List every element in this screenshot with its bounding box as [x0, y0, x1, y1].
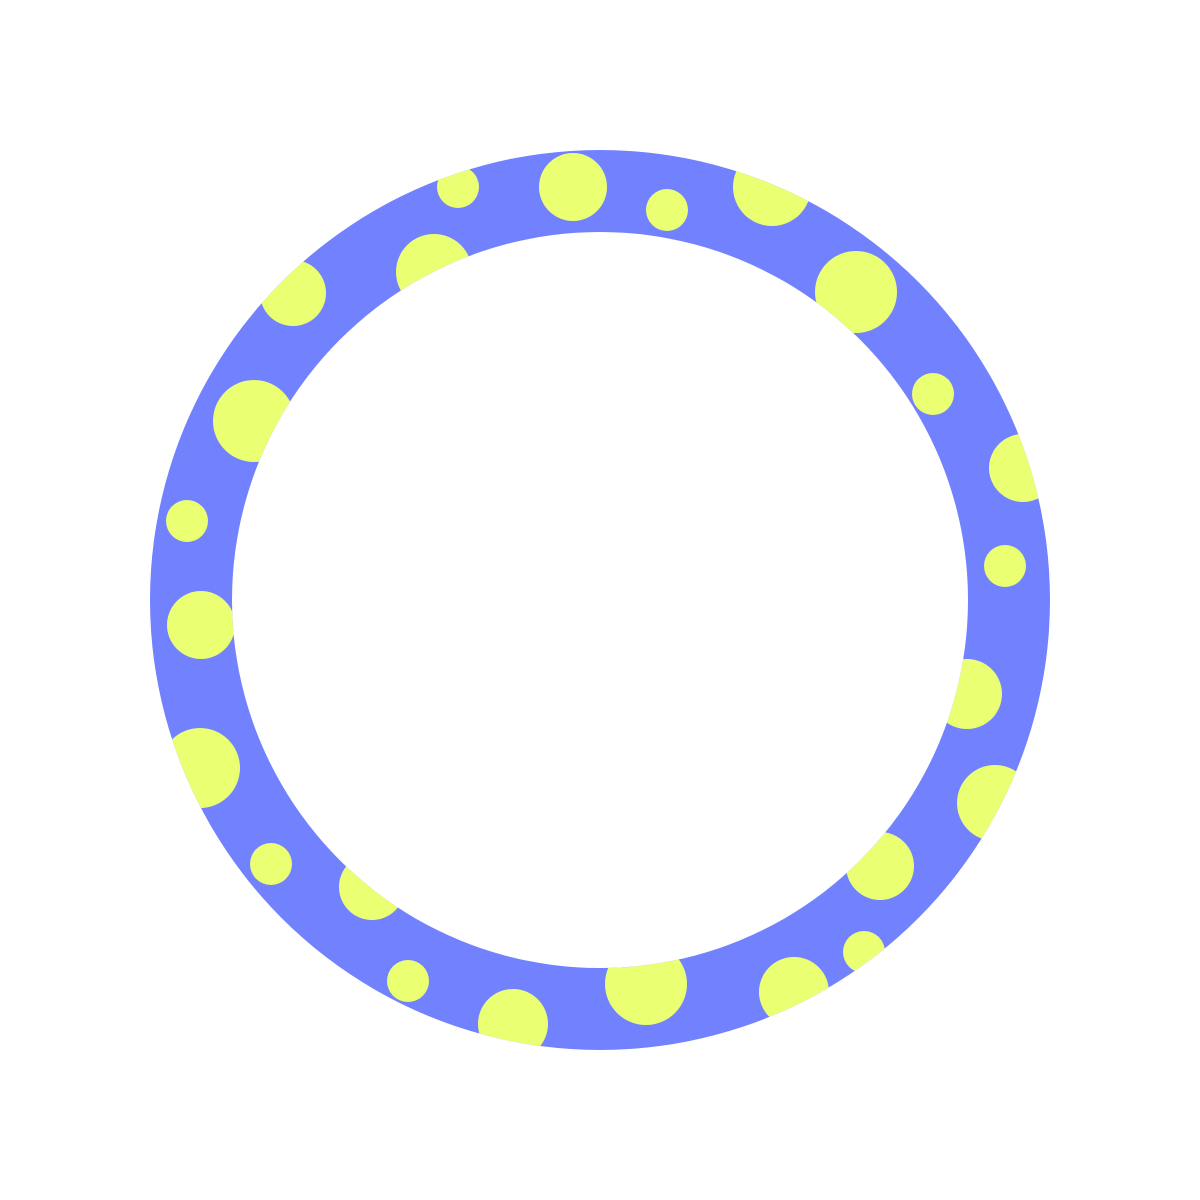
polka-dot	[250, 843, 292, 885]
polka-dot	[387, 960, 429, 1002]
polka-dot	[167, 591, 235, 659]
polka-dot	[912, 373, 954, 415]
polka-dot	[815, 251, 897, 333]
polka-dot	[166, 500, 208, 542]
polka-dot	[646, 189, 688, 231]
polka-dot	[539, 153, 607, 221]
polka-dot	[984, 545, 1026, 587]
